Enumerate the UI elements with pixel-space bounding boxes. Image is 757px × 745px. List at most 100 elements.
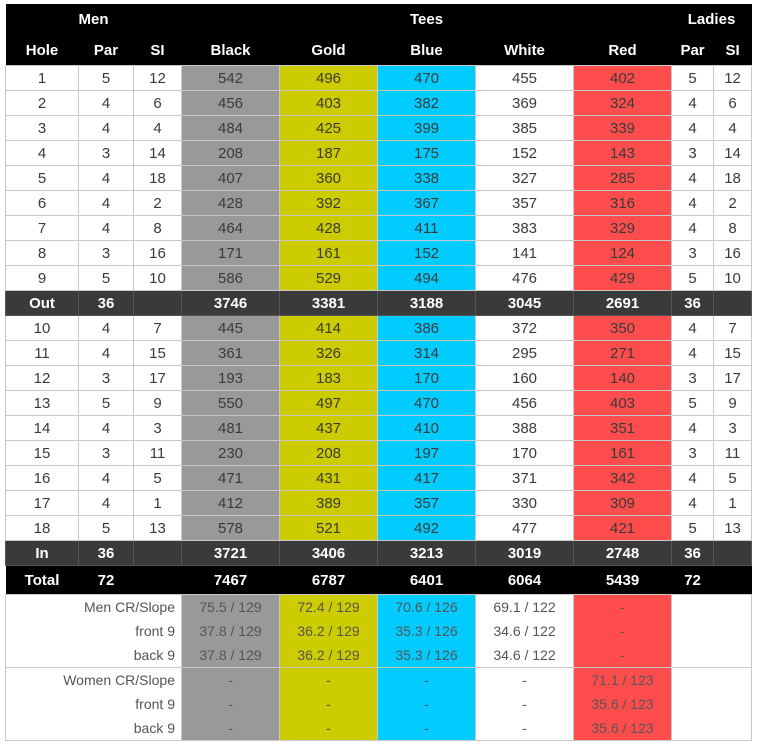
ladies-stroke-index: 18 — [713, 165, 753, 191]
men-par: 4 — [78, 165, 134, 191]
blue-tee-yardage: 494 — [377, 265, 476, 291]
ladies-par: 3 — [671, 240, 715, 266]
white-tee-rating: - — [475, 667, 574, 692]
out-row: Out 36 3746 3381 3188 3045 2691 36 — [5, 290, 753, 316]
blue-tee-yardage: 170 — [377, 365, 476, 391]
gold-tee-yardage: 425 — [279, 115, 378, 141]
ladies-stroke-index: 7 — [713, 315, 753, 341]
red-tee-column-header: Red — [573, 35, 672, 66]
gold-tee-yardage: 414 — [279, 315, 378, 341]
ladies-rating-blank — [671, 692, 753, 716]
white-tee-yardage: 141 — [475, 240, 574, 266]
white-tee-rating: 69.1 / 122 — [475, 594, 574, 619]
men-stroke-index: 13 — [133, 515, 182, 541]
red-tee-yardage: 402 — [572, 65, 673, 91]
black-tee-yardage: 3721 — [181, 540, 280, 566]
red-tee-yardage: 140 — [572, 365, 673, 391]
ladies-par: 4 — [671, 490, 715, 516]
blue-tee-yardage: 314 — [377, 340, 476, 366]
men-par: 4 — [78, 215, 134, 241]
blue-tee-yardage: 338 — [377, 165, 476, 191]
white-tee-yardage: 456 — [475, 390, 574, 416]
black-tee-rating: 37.8 / 129 — [181, 643, 280, 668]
red-tee-yardage: 403 — [572, 390, 673, 416]
red-tee-yardage: 316 — [572, 190, 673, 216]
white-tee-yardage: 476 — [475, 265, 574, 291]
hole-number: 16 — [5, 465, 79, 491]
gold-tee-yardage: 496 — [279, 65, 378, 91]
black-tee-yardage: 484 — [181, 115, 280, 141]
ladies-rating-blank — [671, 716, 753, 741]
men-par: 4 — [78, 490, 134, 516]
hole-row: 12 3 17 193 183 170 160 140 3 17 — [5, 365, 753, 391]
ladies-par: 36 — [671, 290, 715, 316]
black-tee-yardage: 171 — [181, 240, 280, 266]
rating-label: back 9 — [5, 716, 182, 741]
men-stroke-index: 11 — [133, 440, 182, 466]
black-tee-yardage: 464 — [181, 215, 280, 241]
red-tee-yardage: 350 — [572, 315, 673, 341]
white-tee-yardage: 477 — [475, 515, 574, 541]
red-tee-yardage: 285 — [572, 165, 673, 191]
men-stroke-index: 3 — [133, 415, 182, 441]
black-tee-yardage: 428 — [181, 190, 280, 216]
red-tee-yardage: 329 — [572, 215, 673, 241]
ladies-par: 4 — [671, 215, 715, 241]
men-stroke-index: 12 — [133, 65, 182, 91]
hole-number: 2 — [5, 90, 79, 116]
ladies-par: 4 — [671, 315, 715, 341]
rating-label: back 9 — [5, 643, 182, 668]
ladies-header: Ladies — [671, 4, 752, 35]
hole-number: 5 — [5, 165, 79, 191]
red-tee-yardage: 351 — [572, 415, 673, 441]
white-tee-column-header: White — [475, 35, 574, 66]
white-tee-yardage: 385 — [475, 115, 574, 141]
ladies-stroke-index: 8 — [713, 215, 753, 241]
gold-tee-yardage: 431 — [279, 465, 378, 491]
gold-tee-yardage: 183 — [279, 365, 378, 391]
blue-tee-rating: - — [377, 667, 476, 692]
red-tee-yardage: 271 — [572, 340, 673, 366]
ladies-stroke-index: 9 — [713, 390, 753, 416]
red-tee-yardage: 429 — [572, 265, 673, 291]
red-tee-rating: - — [572, 643, 673, 668]
ladies-par: 36 — [671, 540, 715, 566]
women-course-rating: Women CR/Slope - - - -71.1 / 123 front 9----3… — [5, 667, 753, 741]
men-par: 4 — [78, 115, 134, 141]
men-stroke-index: 5 — [133, 465, 182, 491]
row-label: Total — [5, 565, 79, 595]
men-si-column-header: SI — [133, 35, 182, 66]
gold-tee-rating: 36.2 / 129 — [279, 643, 378, 668]
gold-tee-yardage: 428 — [279, 215, 378, 241]
gold-tee-yardage: 6787 — [279, 565, 378, 595]
men-par: 3 — [78, 240, 134, 266]
ladies-par: 4 — [671, 165, 715, 191]
gold-tee-yardage: 360 — [279, 165, 378, 191]
men-par: 3 — [78, 440, 134, 466]
ladies-par: 4 — [671, 90, 715, 116]
hole-number: 17 — [5, 490, 79, 516]
gold-tee-yardage: 389 — [279, 490, 378, 516]
blue-tee-yardage: 3188 — [377, 290, 476, 316]
hole-row: 7 4 8 464 428 411 383 329 4 8 — [5, 215, 753, 241]
hole-row: 18 5 13 578 521 492 477 421 5 13 — [5, 515, 753, 541]
ladies-stroke-index: 5 — [713, 465, 753, 491]
hole-number: 9 — [5, 265, 79, 291]
red-tee-yardage: 124 — [572, 240, 673, 266]
hole-number: 15 — [5, 440, 79, 466]
blue-tee-yardage: 492 — [377, 515, 476, 541]
red-tee-yardage: 324 — [572, 90, 673, 116]
blue-tee-yardage: 470 — [377, 390, 476, 416]
ladies-par: 5 — [671, 265, 715, 291]
men-stroke-index: 17 — [133, 365, 182, 391]
blue-tee-yardage: 6401 — [377, 565, 476, 595]
out-subtotal: Out 36 3746 3381 3188 3045 2691 36 — [5, 290, 753, 316]
gold-tee-yardage: 187 — [279, 140, 378, 166]
ladies-si-column-header: SI — [713, 35, 752, 66]
rating-row: Women CR/Slope - - - -71.1 / 123 — [5, 667, 753, 692]
rating-row: front 9- - - -35.6 / 123 — [5, 692, 753, 716]
hole-row: 15 3 11 230 208 197 170 161 3 11 — [5, 440, 753, 466]
back-nine-rows: 10 4 7 445 414 386 372 350 4 7 11 4 15 361 326 314 295 27… — [5, 315, 753, 541]
gold-tee-rating: 72.4 / 129 — [279, 594, 378, 619]
black-tee-rating: - — [181, 692, 280, 716]
